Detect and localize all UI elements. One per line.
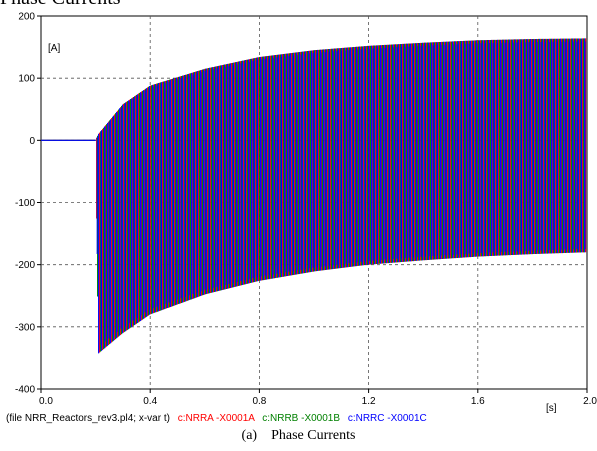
- y-tick-label: -400: [15, 385, 35, 396]
- figure-caption: (a) Phase Currents: [0, 428, 597, 444]
- x-tick-label: 0.4: [143, 396, 157, 407]
- x-tick-label: 2.0: [583, 396, 597, 407]
- file-label: (file NRR_Reactors_rev3.pl4; x-var t): [6, 413, 170, 424]
- y-tick-label: -100: [15, 198, 35, 209]
- legend-item-nrra: c:NRRA -X0001A: [178, 413, 256, 424]
- phase-currents-chart: -400 -300 -200 -100 0 100 200 0.0 0.4 0.8 1.2 1.6 2…: [6, 12, 597, 425]
- x-tick-labels: 0.0 0.4 0.8 1.2 1.6 2.0: [39, 396, 597, 407]
- y-tick-labels: -400 -300 -200 -100 0 100 200: [15, 12, 35, 396]
- y-axis-label: [A]: [48, 43, 60, 54]
- page-title: Phase Currents: [0, 0, 597, 10]
- y-tick-label: -300: [15, 322, 35, 333]
- legend-item-nrrb: c:NRRB -X0001B: [262, 413, 340, 424]
- x-tick-label: 1.2: [362, 396, 376, 407]
- caption-text: Phase Currents: [271, 428, 356, 443]
- traces: [41, 38, 587, 354]
- trace-nrrc-overlay: [96, 41, 586, 345]
- y-tick-label: -200: [15, 260, 35, 271]
- x-tick-label: 0.0: [39, 396, 53, 407]
- legend-item-nrrc: c:NRRC -X0001C: [348, 413, 427, 424]
- axis-ticks: [37, 15, 588, 393]
- trace-nrrc: [41, 38, 586, 354]
- x-axis-label: [s]: [546, 403, 557, 414]
- caption-tag: (a): [241, 428, 258, 443]
- y-tick-label: 200: [18, 12, 35, 23]
- y-tick-label: 100: [18, 74, 35, 85]
- x-tick-label: 0.8: [252, 396, 266, 407]
- x-tick-label: 1.6: [471, 396, 485, 407]
- y-tick-label: 0: [29, 136, 35, 147]
- legend: (file NRR_Reactors_rev3.pl4; x-var t) c:…: [6, 413, 427, 424]
